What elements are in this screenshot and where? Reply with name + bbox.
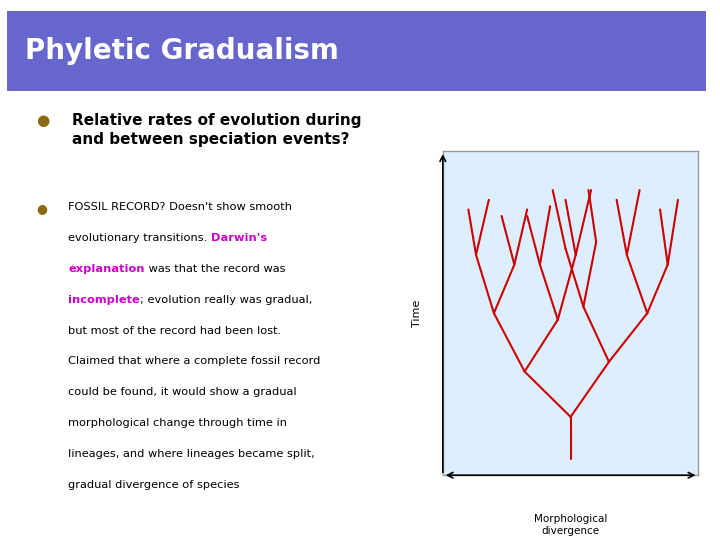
Text: ; evolution really was gradual,: ; evolution really was gradual,	[140, 295, 312, 305]
Text: ●: ●	[36, 202, 47, 215]
Text: ●: ●	[36, 113, 49, 129]
Text: incomplete: incomplete	[68, 295, 140, 305]
Text: Phyletic Gradualism: Phyletic Gradualism	[24, 37, 338, 65]
Text: Morphological
divergence: Morphological divergence	[534, 514, 607, 536]
Text: but most of the record had been lost.: but most of the record had been lost.	[68, 326, 282, 336]
Text: could be found, it would show a gradual: could be found, it would show a gradual	[68, 387, 297, 397]
Text: Claimed that where a complete fossil record: Claimed that where a complete fossil rec…	[68, 356, 321, 367]
Text: lineages, and where lineages became split,: lineages, and where lineages became spli…	[68, 449, 315, 459]
Text: was that the record was: was that the record was	[145, 264, 285, 274]
Text: explanation: explanation	[68, 264, 145, 274]
Text: Relative rates of evolution during
and between speciation events?: Relative rates of evolution during and b…	[72, 113, 361, 147]
Text: gradual divergence of species: gradual divergence of species	[68, 480, 240, 490]
FancyBboxPatch shape	[0, 0, 720, 104]
Text: evolutionary transitions.: evolutionary transitions.	[68, 233, 211, 244]
Text: Darwin's: Darwin's	[211, 233, 267, 244]
Text: FOSSIL RECORD? Doesn't show smooth: FOSSIL RECORD? Doesn't show smooth	[68, 202, 292, 213]
Text: Time: Time	[413, 300, 422, 327]
Text: morphological change through time in: morphological change through time in	[68, 418, 287, 428]
